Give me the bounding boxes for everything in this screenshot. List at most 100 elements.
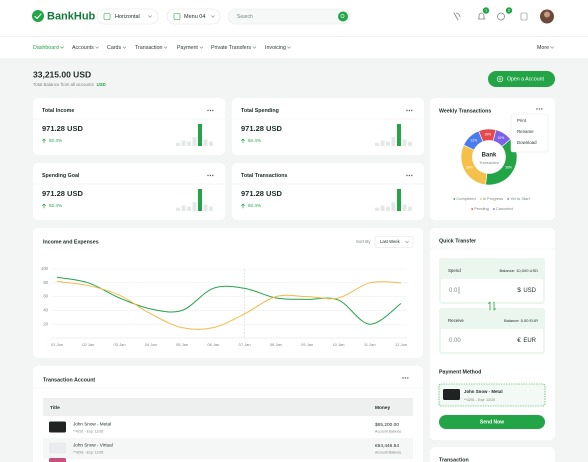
nav-item[interactable]: Private Transfers <box>211 45 251 51</box>
mini-bar <box>209 141 213 146</box>
badge <box>482 7 490 14</box>
send-button[interactable] <box>439 415 545 429</box>
card-number: **4291 - Exp: 12/26 <box>464 398 495 402</box>
account-name: John Snow - Metal <box>73 422 111 427</box>
apps-icon[interactable] <box>520 12 528 21</box>
more-dots[interactable] <box>407 377 409 379</box>
mini-bar <box>402 139 407 146</box>
swap-icon[interactable] <box>488 301 496 311</box>
more-dots[interactable] <box>541 108 543 110</box>
card-title: Transaction <box>439 457 469 462</box>
x-tick-label: 05 Jan <box>176 342 188 347</box>
amount-input[interactable] <box>441 279 543 302</box>
card-title: Total Income <box>42 108 74 114</box>
nav-item[interactable]: Invoicing <box>265 45 286 51</box>
sort-select[interactable] <box>374 236 414 248</box>
x-tick-label: 02 Jan <box>82 342 94 347</box>
chevron <box>550 46 554 49</box>
search-box[interactable] <box>227 8 351 25</box>
nav-item[interactable]: Payment <box>177 45 198 51</box>
mini-bar <box>176 142 180 146</box>
mini-bar <box>176 207 180 211</box>
menu-item[interactable]: Print <box>517 118 527 123</box>
y-tick-label: 20 <box>43 321 48 326</box>
open-account-button[interactable] <box>488 71 555 87</box>
stat-value: 971.28 USD <box>42 124 83 133</box>
mini-bar <box>408 141 412 146</box>
card <box>33 228 423 358</box>
search-glyph <box>340 14 345 18</box>
transfer-balance: Balance: 5.00 EUR <box>504 318 538 323</box>
mini-bar <box>192 202 197 211</box>
layout-select[interactable] <box>96 8 159 25</box>
mini-bar <box>375 207 379 211</box>
mini-bar <box>386 206 390 211</box>
more-dots[interactable] <box>404 377 407 379</box>
donut-subtitle: Transaction <box>479 161 499 165</box>
nav-more[interactable]: More <box>537 45 549 51</box>
icon-button[interactable] <box>453 12 461 21</box>
y-tick-label: 40 <box>43 308 48 313</box>
legend-swatch <box>471 208 474 210</box>
more-dots[interactable] <box>209 174 212 177</box>
card-title: Weekly Transactions <box>439 108 491 114</box>
more-dots[interactable] <box>207 174 209 177</box>
search-button[interactable] <box>338 11 348 22</box>
sort-value: Last Week <box>380 239 401 244</box>
more-dots[interactable] <box>408 109 411 112</box>
menu-select[interactable] <box>166 8 221 25</box>
menu-item[interactable]: Download <box>517 140 537 145</box>
column-header: Title <box>50 405 60 411</box>
mini-bar <box>380 205 385 211</box>
chevron <box>405 240 409 244</box>
mini-bar <box>397 189 401 211</box>
notification-icon[interactable] <box>477 12 486 20</box>
x-tick-label: 12 Jan <box>395 342 407 347</box>
mini-bar <box>181 205 186 211</box>
menu-item[interactable]: Rename <box>517 129 534 134</box>
card <box>232 163 424 220</box>
x-tick-label: 03 Jan <box>114 342 126 347</box>
more-dots[interactable] <box>212 109 214 112</box>
more-dots[interactable] <box>406 174 408 177</box>
section-title: Payment Method <box>439 369 481 375</box>
chevron <box>287 46 291 49</box>
nav-item[interactable]: Transaction <box>135 45 163 51</box>
legend-row: Completed In Progress Yet to Start <box>453 196 531 201</box>
account-number: **4291 - Exp: 12/26 <box>73 450 103 454</box>
nav-item[interactable]: Cards <box>107 45 121 51</box>
more-dots[interactable] <box>209 109 212 112</box>
card-image <box>49 421 66 433</box>
more-dots[interactable] <box>408 174 411 177</box>
more-dots[interactable] <box>406 109 408 112</box>
x-tick-label: 06 Jan <box>207 342 219 347</box>
x-tick-label: 04 Jan <box>145 342 157 347</box>
card <box>430 447 555 462</box>
more-dots[interactable] <box>536 108 538 110</box>
more-dots[interactable] <box>207 109 209 112</box>
search-placeholder: Search <box>237 14 253 20</box>
card-title: Transaction Account <box>43 377 95 383</box>
amount-input[interactable] <box>441 329 543 352</box>
card-title: Quick Transfer <box>439 238 476 244</box>
mini-bar <box>181 140 186 146</box>
mini-bar <box>187 141 191 146</box>
mini-bar <box>375 142 379 146</box>
nav-item[interactable]: Accounts <box>72 45 94 51</box>
payment-card[interactable] <box>438 383 546 407</box>
balance-caption: Total Balance from all accounts <box>33 82 95 87</box>
more-dots[interactable] <box>402 377 404 379</box>
mini-bar <box>187 206 191 211</box>
more-dots[interactable] <box>411 174 413 177</box>
chevron <box>60 46 64 49</box>
more-dots[interactable] <box>212 174 214 177</box>
legend-label: Canceled <box>496 206 513 211</box>
nav-item[interactable]: Dashboard <box>33 45 59 51</box>
chevron <box>122 46 127 49</box>
more-dots[interactable] <box>411 109 413 112</box>
segment-label: 30% <box>466 166 473 170</box>
chat-icon[interactable] <box>497 12 505 21</box>
more-dots[interactable] <box>538 108 541 110</box>
mini-bar <box>408 206 412 211</box>
